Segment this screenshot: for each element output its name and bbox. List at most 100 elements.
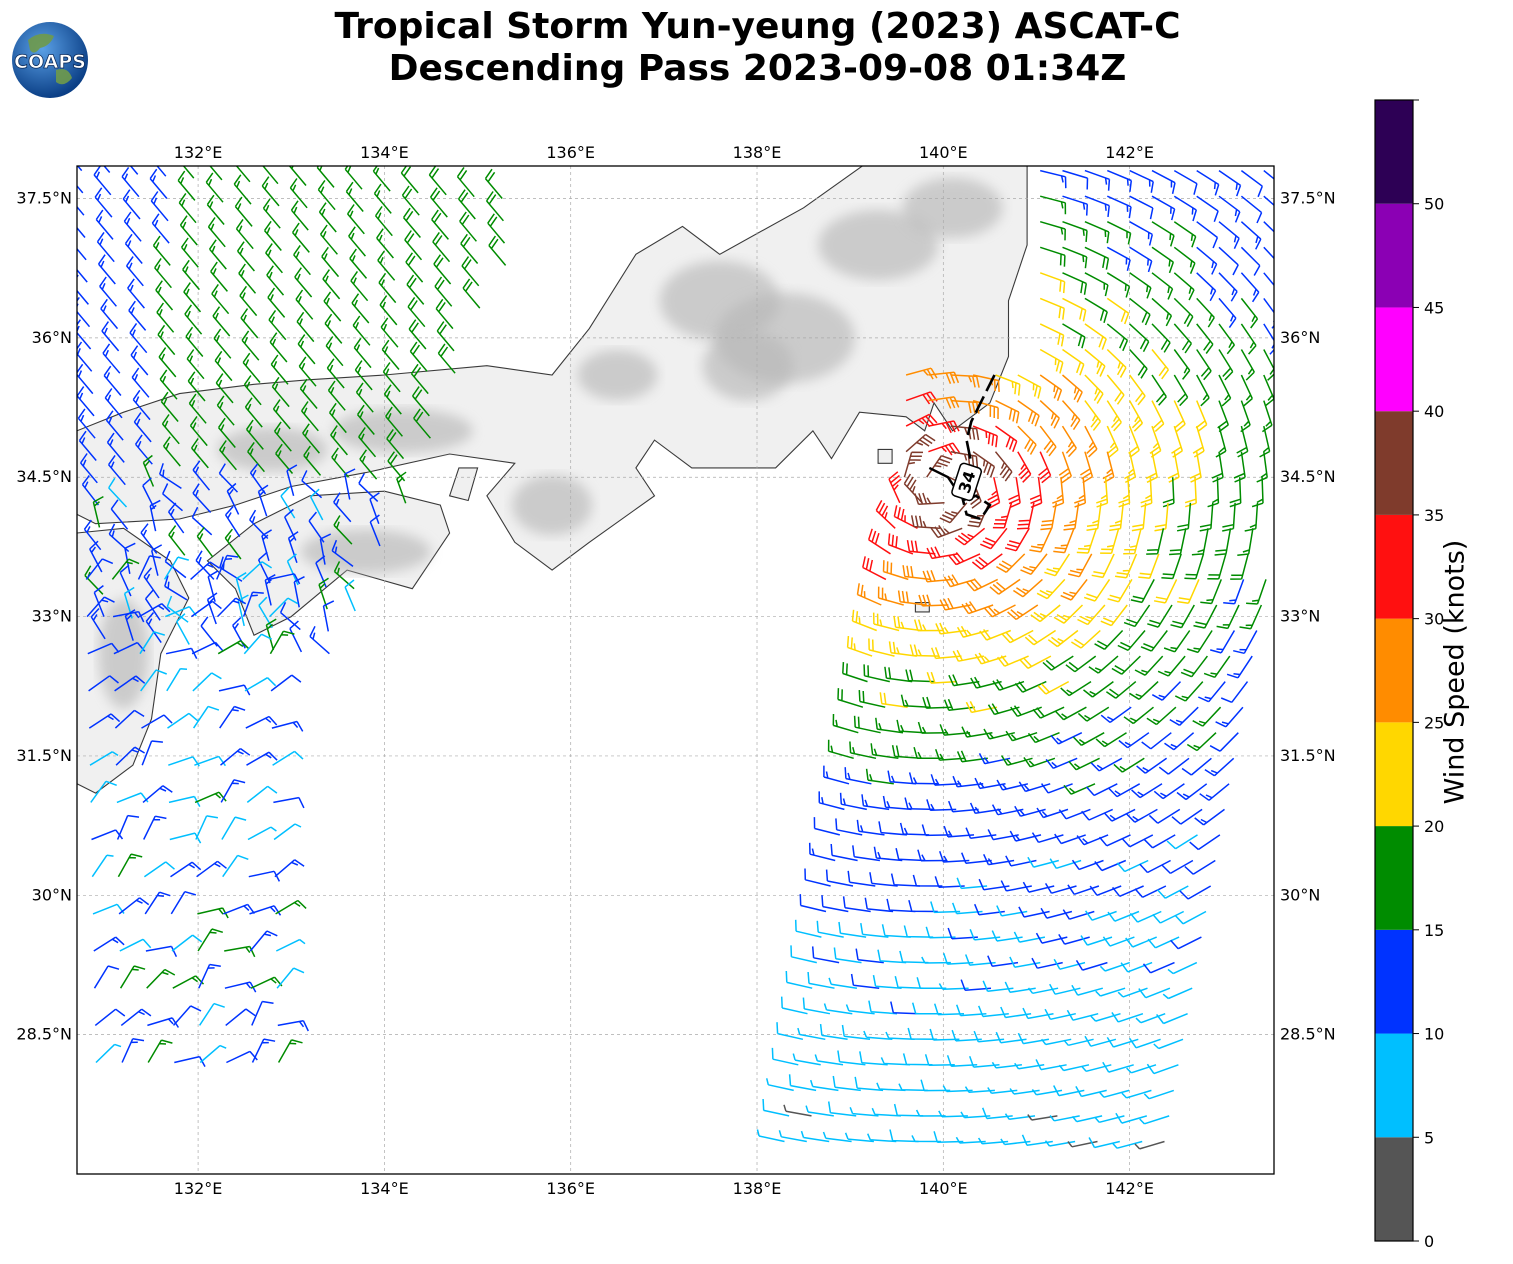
wind-barb — [186, 349, 205, 380]
wind-barb — [1156, 1013, 1188, 1025]
wind-barb — [1146, 1063, 1179, 1075]
wind-barb — [244, 397, 263, 428]
wind-barb — [903, 451, 924, 478]
wind-barb — [257, 484, 269, 517]
wind-barb — [1196, 323, 1214, 354]
chart-title: Tropical Storm Yun-yeung (2023) ASCAT-C … — [200, 6, 1315, 90]
wind-barb — [1151, 400, 1165, 432]
wind-barb — [130, 345, 149, 376]
wind-barb — [131, 367, 150, 398]
wind-barb — [1138, 553, 1160, 579]
wind-barb — [1077, 706, 1110, 722]
wind-barb — [1102, 936, 1135, 947]
wind-barb — [351, 293, 370, 324]
wind-barb — [1053, 958, 1086, 970]
wind-barb — [873, 846, 903, 862]
wind-barb — [1107, 169, 1133, 192]
wind-barb — [1000, 880, 1032, 892]
wind-barb — [293, 576, 305, 608]
wind-barb — [1196, 169, 1220, 196]
wind-barb — [79, 453, 98, 484]
wind-barb — [847, 870, 876, 887]
wind-barb — [188, 393, 207, 424]
wind-barb — [242, 352, 261, 383]
wind-barb — [309, 625, 330, 655]
wind-barb — [818, 791, 845, 811]
wind-barb — [1126, 808, 1158, 823]
wind-barb — [1040, 195, 1067, 215]
wind-barb — [905, 367, 938, 380]
wind-barb — [224, 528, 242, 560]
wind-barb — [160, 391, 179, 422]
wind-barb — [238, 263, 257, 294]
wind-barb — [1088, 655, 1119, 674]
wind-barb — [330, 425, 348, 456]
wind-barb — [844, 1132, 874, 1143]
wind-barb — [1134, 885, 1167, 898]
lon-tick-label-top: 138°E — [733, 143, 782, 162]
wind-barb — [1129, 323, 1150, 353]
wind-barb — [1050, 732, 1083, 745]
colorbar-label: Wind Speed (knots) — [1439, 539, 1471, 805]
wind-barb — [1173, 169, 1198, 195]
wind-barb — [1031, 1088, 1063, 1096]
wind-barb — [1044, 553, 1071, 577]
wind-barb — [235, 572, 247, 604]
wind-barb — [487, 213, 506, 244]
wind-barb — [1066, 1009, 1099, 1021]
wind-barb — [234, 196, 253, 227]
wind-barb — [1106, 221, 1132, 245]
wind-barb — [1192, 425, 1205, 458]
wind-barb — [1027, 732, 1060, 744]
wind-barb — [865, 768, 894, 785]
wind-barb — [217, 417, 236, 448]
wind-barb — [1035, 1059, 1067, 1071]
wind-barb — [948, 674, 980, 687]
wind-barb — [1084, 272, 1109, 297]
wind-barb — [146, 968, 176, 989]
wind-barb — [1004, 1113, 1036, 1121]
wind-barb — [965, 827, 997, 840]
lat-tick-label-left: 36°N — [32, 328, 72, 347]
wind-barb — [266, 265, 285, 296]
wind-barb — [163, 556, 189, 580]
wind-barb — [268, 573, 301, 585]
wind-barb — [1196, 246, 1218, 275]
wind-barb — [236, 241, 255, 272]
wind-barb — [151, 213, 170, 244]
wind-barb — [1147, 936, 1180, 949]
wind-barb — [1153, 579, 1178, 604]
wind-barb — [1084, 169, 1111, 191]
wind-barb — [845, 1004, 875, 1015]
wind-barb — [1112, 885, 1144, 897]
wind-barb — [983, 728, 1015, 740]
wind-barb — [267, 287, 286, 318]
wind-barb — [972, 425, 998, 448]
wind-barb — [1068, 553, 1093, 578]
lat-tick-label-right: 36°N — [1280, 328, 1320, 347]
wind-barb — [383, 384, 402, 415]
wind-barb — [77, 226, 86, 238]
wind-barb — [872, 612, 900, 632]
wind-barb — [333, 492, 352, 523]
wind-barb — [484, 168, 503, 199]
colorbar-tick-label: 40 — [1424, 402, 1444, 421]
wind-barb — [1126, 1064, 1157, 1074]
wind-barb — [251, 1000, 274, 1026]
wind-barb — [1084, 910, 1117, 921]
wind-barb — [1181, 757, 1212, 776]
wind-barb — [926, 546, 958, 560]
wind-barb — [1128, 374, 1146, 406]
wind-barb — [861, 794, 890, 811]
wind-barb — [984, 604, 1016, 618]
wind-barb — [1058, 808, 1091, 820]
terrain-relief — [300, 529, 431, 574]
wind-barb — [198, 1002, 225, 1026]
wind-barb — [823, 1003, 853, 1015]
wind-barb — [189, 415, 208, 447]
wind-barb — [350, 270, 369, 302]
wind-barb — [1055, 706, 1087, 721]
wind-barb — [176, 613, 190, 645]
wind-barb — [274, 859, 305, 878]
wind-barb — [276, 967, 305, 989]
